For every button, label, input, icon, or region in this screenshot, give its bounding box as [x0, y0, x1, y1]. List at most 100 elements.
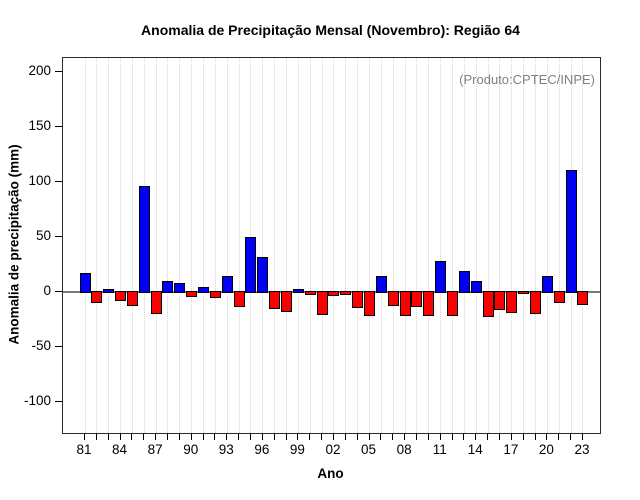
- grid-line: [238, 58, 240, 433]
- y-tick: [55, 235, 62, 237]
- bar-81: [79, 273, 91, 293]
- y-tick-label: 100: [28, 172, 51, 188]
- source-annotation: (Produto:CPTEC/INPE): [459, 72, 595, 87]
- x-tick-label: 14: [467, 442, 483, 457]
- x-tick: [451, 434, 453, 440]
- bar-88: [162, 280, 174, 293]
- grid-line: [475, 58, 477, 433]
- x-tick: [273, 434, 275, 440]
- x-tick: [356, 434, 358, 440]
- x-tick: [392, 434, 394, 440]
- x-tick: [309, 434, 311, 440]
- bar-07: [387, 290, 399, 306]
- grid-line: [333, 58, 335, 433]
- grid-line: [357, 58, 359, 433]
- bar-06: [375, 276, 387, 293]
- bar-01: [316, 290, 328, 315]
- bar-00: [304, 290, 316, 295]
- x-tick-label: 93: [218, 442, 234, 457]
- grid-line: [274, 58, 276, 433]
- x-tick: [380, 434, 382, 440]
- grid-line: [214, 58, 216, 433]
- x-tick: [261, 434, 263, 440]
- x-tick: [119, 434, 121, 440]
- grid-line: [321, 58, 323, 433]
- x-tick: [498, 434, 500, 440]
- x-tick-label: 90: [183, 442, 199, 457]
- x-tick: [522, 434, 524, 440]
- x-tick: [178, 434, 180, 440]
- grid-line: [463, 58, 465, 433]
- bar-98: [281, 290, 293, 312]
- bar-23: [577, 290, 589, 305]
- bar-22: [565, 169, 577, 293]
- x-tick: [332, 434, 334, 440]
- bar-96: [257, 256, 269, 293]
- x-tick-label: 87: [147, 442, 163, 457]
- x-tick: [415, 434, 417, 440]
- bar-02: [328, 290, 340, 297]
- x-tick: [404, 434, 406, 440]
- y-tick-label: -100: [23, 392, 51, 408]
- grid-line: [440, 58, 442, 433]
- bar-04: [352, 290, 364, 309]
- x-tick: [131, 434, 133, 440]
- x-tick: [475, 434, 477, 440]
- x-tick: [297, 434, 299, 440]
- bar-18: [518, 290, 530, 294]
- x-tick: [546, 434, 548, 440]
- bar-11: [435, 261, 447, 293]
- x-tick: [143, 434, 145, 440]
- y-tick-label: 150: [28, 117, 51, 133]
- bar-09: [411, 290, 423, 308]
- bar-99: [292, 288, 304, 293]
- grid-line: [452, 58, 454, 433]
- bar-08: [399, 290, 411, 316]
- x-tick: [155, 434, 157, 440]
- y-tick: [55, 290, 62, 292]
- grid-line: [286, 58, 288, 433]
- grid-line: [558, 58, 560, 433]
- y-tick: [55, 125, 62, 127]
- grid-line: [499, 58, 501, 433]
- grid-line: [84, 58, 86, 433]
- bar-95: [245, 236, 257, 293]
- x-tick: [534, 434, 536, 440]
- bar-13: [458, 270, 470, 293]
- x-tick-label: 11: [432, 442, 447, 457]
- x-tick: [368, 434, 370, 440]
- grid-line: [262, 58, 264, 433]
- bar-91: [198, 287, 210, 293]
- x-tick: [285, 434, 287, 440]
- x-tick: [84, 434, 85, 440]
- x-tick: [107, 434, 109, 440]
- grid-line: [203, 58, 205, 433]
- x-tick: [510, 434, 512, 440]
- bar-17: [506, 290, 518, 313]
- grid-line: [155, 58, 157, 433]
- y-tick-label: 200: [28, 62, 51, 78]
- y-tick: [55, 400, 62, 402]
- bar-21: [553, 290, 565, 303]
- x-tick-label: 23: [574, 442, 590, 457]
- x-tick-label: 05: [361, 442, 377, 457]
- bar-89: [174, 283, 186, 293]
- bar-97: [269, 290, 281, 310]
- bar-92: [209, 290, 221, 299]
- bar-86: [138, 186, 150, 293]
- x-tick-label: 99: [289, 442, 305, 457]
- grid-line: [226, 58, 228, 433]
- bar-84: [115, 290, 127, 301]
- grid-line: [392, 58, 394, 433]
- bar-85: [126, 290, 138, 306]
- grid-line: [487, 58, 489, 433]
- bar-94: [233, 290, 245, 308]
- x-tick-label: 17: [503, 442, 519, 457]
- x-tick: [166, 434, 168, 440]
- x-tick: [570, 434, 572, 440]
- y-tick-label: 0: [43, 282, 51, 298]
- bar-03: [340, 290, 352, 295]
- grid-line: [120, 58, 122, 433]
- grid-line: [523, 58, 525, 433]
